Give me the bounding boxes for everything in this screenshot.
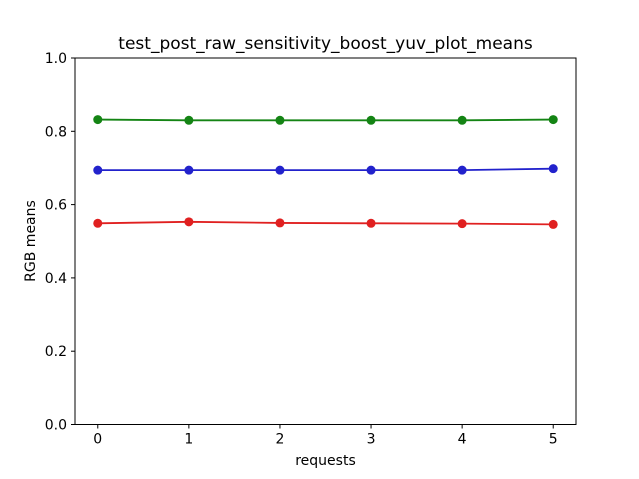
data-point-green-channel-mean [184,115,194,125]
x-tick-label: 4 [458,432,467,448]
x-tick-label: 0 [93,432,102,448]
data-point-red-channel-mean [457,219,467,229]
axes-spines [74,57,577,425]
y-tick-label: 0.2 [45,344,67,360]
series-line-red-channel-mean [96,220,555,226]
data-point-blue-channel-mean [548,164,558,174]
data-point-blue-channel-mean [457,165,467,175]
data-point-red-channel-mean [93,218,103,228]
x-axis-label: requests [295,453,356,469]
y-tick-label: 0.6 [45,198,67,214]
data-point-red-channel-mean [548,219,558,229]
data-point-green-channel-mean [275,115,285,125]
data-point-red-channel-mean [275,218,285,228]
x-tick-label: 2 [275,432,284,448]
data-point-green-channel-mean [548,115,558,125]
data-point-green-channel-mean [366,115,376,125]
data-point-green-channel-mean [457,115,467,125]
x-tick-label: 1 [184,432,193,448]
data-point-red-channel-mean [366,218,376,228]
data-point-blue-channel-mean [184,165,194,175]
y-tick-label: 0.8 [45,124,67,140]
x-tick-label: 5 [549,432,558,448]
x-tick-label: 3 [367,432,376,448]
data-point-blue-channel-mean [366,165,376,175]
y-tick-label: 0.4 [45,271,67,287]
y-tick-label: 0.0 [45,418,67,434]
series-line-blue-channel-mean [96,167,555,172]
data-point-red-channel-mean [184,217,194,227]
chart-title: test_post_raw_sensitivity_boost_yuv_plot… [118,34,533,54]
data-point-blue-channel-mean [93,165,103,175]
data-point-green-channel-mean [93,115,103,125]
y-tick-label: 1.0 [45,51,67,67]
series-line-green-channel-mean [96,118,555,122]
y-axis-label: RGB means [23,200,39,282]
data-point-blue-channel-mean [275,165,285,175]
